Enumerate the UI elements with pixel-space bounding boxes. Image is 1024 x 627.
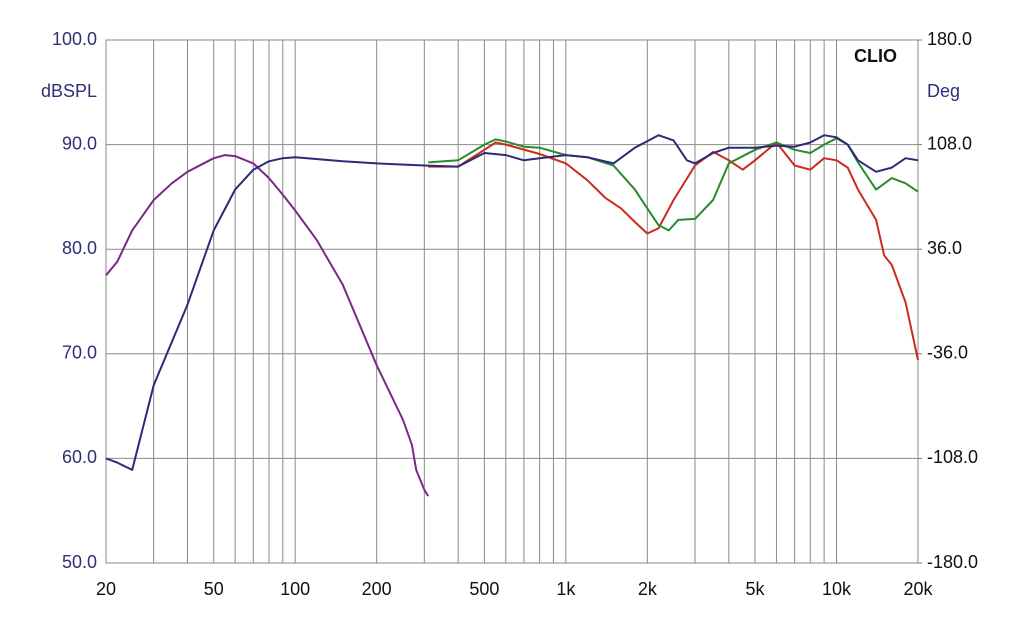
x-tick-label: 10k [822,579,852,599]
series-line [105,134,919,471]
y2-tick-label: 108.0 [927,133,972,153]
y-tick-label: 70.0 [62,343,97,363]
y-tick-label: 80.0 [62,238,97,258]
y2-tick-label: 36.0 [927,238,962,258]
y-tick-label: 50.0 [62,552,97,572]
x-tick-label: 20k [903,579,933,599]
x-tick-label: 5k [746,579,766,599]
y-tick-label: 60.0 [62,447,97,467]
series-line [428,141,919,361]
x-tick-label: 2k [638,579,658,599]
y2-tick-label: -108.0 [927,447,978,467]
y2-tick-label: -180.0 [927,552,978,572]
annotation: CLIO [854,46,897,66]
y-tick-label: 100.0 [52,29,97,49]
y-axis-label: dBSPL [41,81,97,101]
y-tick-label: 90.0 [62,133,97,153]
y2-tick-label: -36.0 [927,343,968,363]
y2-tick-label: 180.0 [927,29,972,49]
x-tick-label: 500 [469,579,499,599]
series-line [105,154,430,497]
x-tick-label: 20 [96,579,116,599]
x-tick-label: 100 [280,579,310,599]
x-tick-label: 50 [204,579,224,599]
plot-area [105,39,919,564]
y2-axis-label: Deg [927,81,960,101]
x-tick-label: 1k [556,579,576,599]
x-tick-label: 200 [362,579,392,599]
